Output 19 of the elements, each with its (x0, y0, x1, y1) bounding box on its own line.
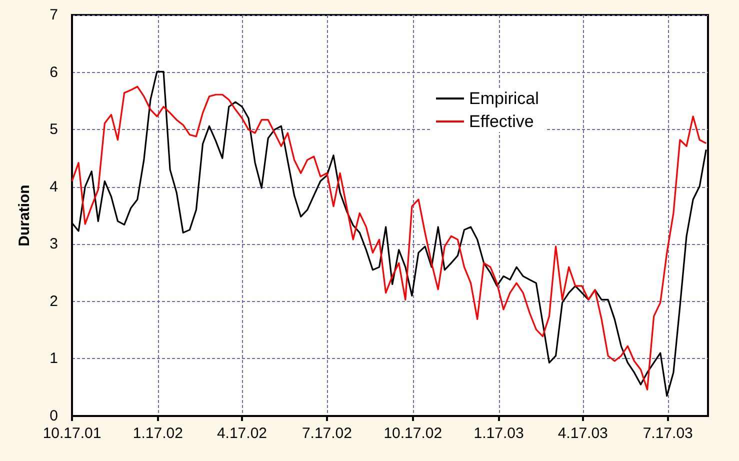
x-tick-label: 4.17.03 (558, 425, 608, 442)
y-tick-label: 7 (50, 6, 58, 24)
y-tick-label: 3 (50, 236, 58, 253)
x-tick-label: 7.17.02 (302, 425, 352, 442)
y-tick-label: 5 (50, 121, 58, 138)
y-tick-label: 2 (50, 292, 58, 310)
y-tick-label: 0 (50, 408, 58, 424)
y-tick-label: 1 (50, 350, 58, 368)
x-tick-label: 4.17.02 (216, 425, 267, 442)
x-tick-label: 1.17.02 (132, 425, 183, 442)
x-tick-label: 10.17.02 (384, 425, 442, 442)
legend-label: Effective (469, 112, 534, 131)
x-tick-label: 10.17.01 (42, 425, 102, 442)
y-tick-label: 6 (50, 64, 58, 81)
x-tick-label: 1.17.03 (474, 425, 524, 442)
y-tick-label: 4 (50, 178, 58, 196)
x-tick-label: 7.17.03 (642, 425, 693, 442)
legend-label: Empirical (469, 89, 539, 108)
y-axis-title: Duration (16, 184, 33, 246)
